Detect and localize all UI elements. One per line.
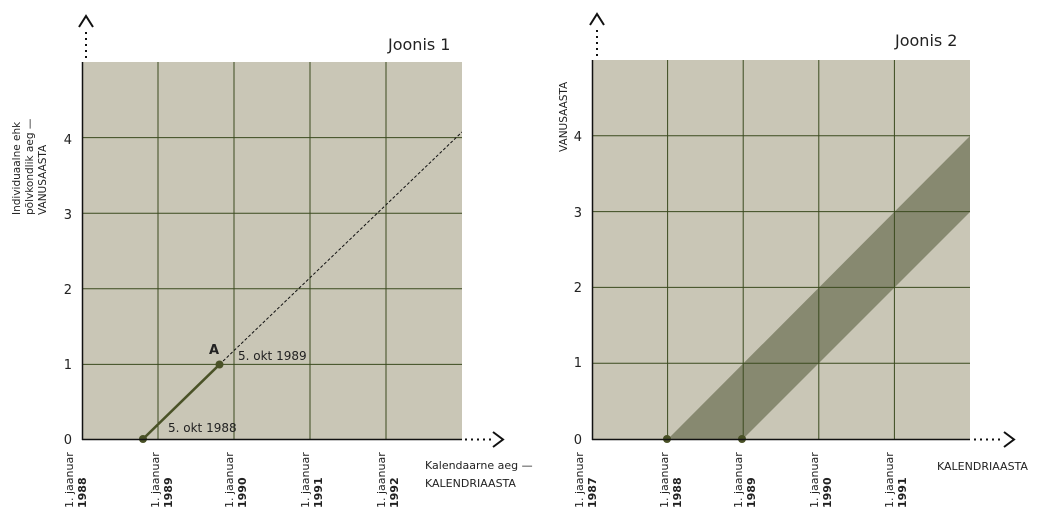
grid-2: [592, 60, 970, 439]
svg-text:1. jaanuar: 1. jaanuar: [149, 452, 162, 508]
svg-text:1. jaanuar: 1. jaanuar: [63, 452, 76, 508]
panel-joonis-2: Joonis 2 VANUSAASTA 0 1 2 3 4 1. jaanuar…: [558, 12, 1028, 508]
x-tick-label: 1. jaanuar 1988: [63, 452, 89, 508]
svg-text:1. jaanuar: 1. jaanuar: [883, 452, 896, 508]
svg-text:1. jaanuar: 1. jaanuar: [808, 452, 821, 508]
svg-text:1988: 1988: [76, 477, 89, 508]
y-axis-label-2: VANUSAASTA: [558, 81, 570, 152]
annotation-start-date: 5. okt 1988: [168, 421, 237, 435]
x-tick-label: 1. jaanuar 1990: [223, 452, 249, 508]
svg-text:1. jaanuar: 1. jaanuar: [732, 452, 745, 508]
lifeline-segment: [142, 363, 221, 440]
x-axis-arrow-1: [492, 431, 505, 448]
svg-text:1. jaanuar: 1. jaanuar: [375, 452, 388, 508]
x-tick-label: 1. jaanuar 1991: [299, 452, 325, 508]
x-tick-label: 1. jaanuar 1990: [808, 452, 834, 508]
x-tick-label: 1. jaanuar 1989: [732, 452, 758, 508]
plot-area-1: [82, 62, 462, 440]
x-tick-label: 1. jaanuar 1988: [658, 452, 684, 508]
svg-text:1. jaanuar: 1. jaanuar: [299, 452, 312, 508]
x-tick-label: 1. jaanuar 1987: [573, 452, 599, 508]
y-tick-label: 2: [64, 283, 72, 298]
x-axis-label-2: KALENDRIAASTA: [937, 460, 1028, 473]
svg-text:1990: 1990: [236, 477, 249, 508]
svg-text:1. jaanuar: 1. jaanuar: [223, 452, 236, 508]
svg-text:1. jaanuar: 1. jaanuar: [658, 452, 671, 508]
y-tick-label: 0: [574, 433, 582, 448]
point-a: [215, 360, 224, 369]
svg-text:1989: 1989: [745, 477, 758, 508]
annotation-end-date: 5. okt 1989: [238, 349, 307, 363]
panel-title-1: Joonis 1: [387, 35, 450, 54]
y-tick-label: 0: [64, 433, 72, 448]
svg-text:1989: 1989: [162, 477, 175, 508]
y-tick-label: 3: [64, 208, 72, 223]
svg-text:1991: 1991: [896, 477, 909, 508]
y-tick-label: 4: [574, 130, 582, 145]
point-a-label: A: [209, 343, 219, 358]
y-tick-label: 4: [64, 133, 72, 148]
y-tick-label: 3: [574, 206, 582, 221]
dashed-trend-line: [219, 131, 462, 365]
svg-text:1988: 1988: [671, 477, 684, 508]
y-axis-arrow-2: [589, 12, 605, 26]
x-axis-label-1: Kalendaarne aeg — KALENDRIAASTA: [425, 459, 536, 490]
svg-text:1992: 1992: [388, 477, 401, 508]
svg-text:1991: 1991: [312, 477, 325, 508]
svg-text:1987: 1987: [586, 477, 599, 508]
y-tick-label: 1: [574, 356, 582, 371]
panel-title-2: Joonis 2: [894, 31, 957, 50]
x-tick-label: 1. jaanuar 1989: [149, 452, 175, 508]
x-tick-label: 1. jaanuar 1992: [375, 452, 401, 508]
x-axis-arrow-2: [1003, 431, 1016, 448]
y-tick-label: 2: [574, 281, 582, 296]
y-tick-label: 1: [64, 358, 72, 373]
panel-joonis-1: Joonis 1 Individuaalne ehk põlvkondlik a…: [11, 14, 536, 508]
y-axis-label-1: Individuaalne ehk põlvkondlik aeg — VANU…: [11, 115, 49, 215]
grid-1: [82, 62, 462, 440]
y-axis-arrow-1: [78, 14, 94, 28]
svg-text:1990: 1990: [821, 477, 834, 508]
x-tick-label: 1. jaanuar 1991: [883, 452, 909, 508]
svg-text:1. jaanuar: 1. jaanuar: [573, 452, 586, 508]
